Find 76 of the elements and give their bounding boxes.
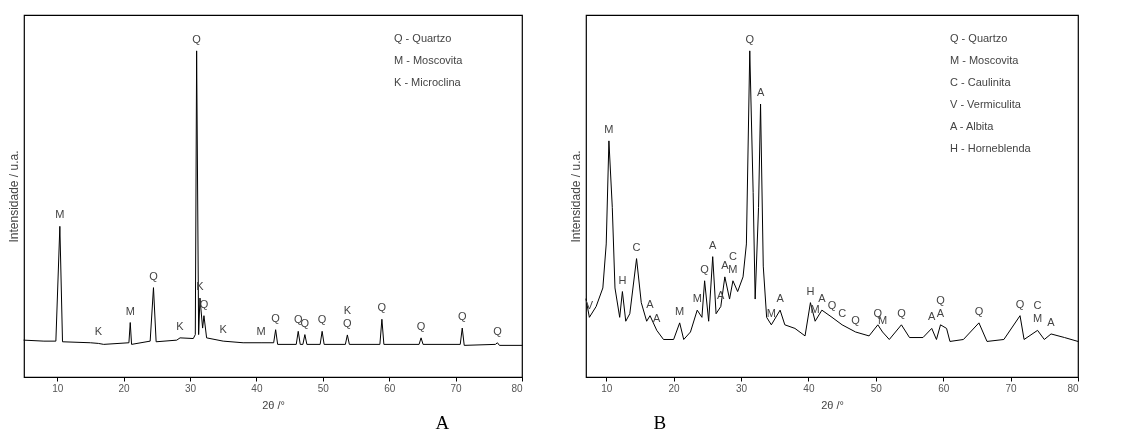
x-tick-label: 10 (52, 382, 64, 394)
annotation: K - Microclina (394, 76, 462, 88)
annotation: M (692, 292, 702, 305)
text: B (653, 412, 667, 433)
annotation: Q (416, 319, 426, 332)
x-axis-title: 2θ /° (821, 398, 844, 411)
annotation: M (1032, 312, 1043, 325)
annotation: Q (377, 301, 387, 314)
annotation: M (766, 306, 776, 319)
annotation: A (646, 297, 655, 310)
annotation: H (806, 284, 815, 297)
text: A (435, 412, 450, 433)
x-tick-label: 60 (938, 382, 950, 394)
x-tick-label: 10 (601, 382, 613, 394)
x-tick-label: 40 (251, 382, 263, 394)
annotation: A - Albita (950, 120, 995, 132)
annotation: A (709, 238, 718, 251)
x-tick-label: 60 (384, 382, 396, 394)
annotation: M (728, 262, 738, 275)
annotation: A (1047, 315, 1056, 328)
x-tick-label: 20 (668, 382, 681, 394)
x-tick-label: 70 (450, 382, 463, 394)
annotation: C (1033, 299, 1042, 312)
x-tick-label: 80 (1067, 382, 1079, 394)
x-tick-label: 30 (735, 382, 748, 394)
x-tick-label: 80 (511, 382, 523, 394)
annotation: K (219, 323, 228, 336)
annotation: A (818, 292, 827, 305)
annotation: M (256, 324, 266, 337)
x-tick-label: 50 (317, 382, 330, 394)
annotation: C (728, 249, 737, 262)
annotation: Q (149, 269, 159, 282)
annotation: Q (457, 310, 467, 323)
annotation: K (176, 319, 185, 332)
annotation: C (838, 306, 847, 319)
text: Q - Quartzo (394, 32, 452, 44)
annotation: C - Caulinita (950, 76, 1012, 88)
annotation: V - Vermiculita (950, 98, 1022, 110)
annotation: K (94, 325, 103, 338)
text: Q - Quartzo (950, 32, 1008, 44)
annotation: Q (936, 293, 946, 306)
annotation: M - Moscovita (394, 54, 464, 66)
annotation: Q (1015, 297, 1025, 310)
annotation: A (936, 306, 945, 319)
annotation: M (55, 208, 65, 221)
x-tick-label: 40 (803, 382, 815, 394)
annotation: H (618, 273, 627, 286)
x-tick-label: 30 (184, 382, 197, 394)
annotation: M (125, 304, 135, 317)
annotation: A (756, 86, 765, 99)
annotation: Q (974, 304, 984, 317)
annotation: M (604, 122, 614, 135)
x-tick-label: 70 (1005, 382, 1018, 394)
annotation: Q (271, 311, 281, 324)
annotation: A (653, 312, 662, 325)
annotation: Q (317, 313, 327, 326)
annotation: Q (827, 299, 837, 312)
annotation: H - Horneblenda (950, 142, 1032, 154)
annotation: A (776, 292, 785, 305)
x-axis-title: 2θ /° (262, 398, 285, 411)
annotation: Q (493, 324, 503, 337)
annotation: C (632, 240, 641, 253)
annotation: M (675, 304, 685, 317)
x-tick-label: 20 (118, 382, 131, 394)
annotation: Q (851, 313, 861, 326)
annotation: K (343, 303, 352, 316)
x-tick-label: 50 (870, 382, 883, 394)
annotation: M - Moscovita (950, 54, 1020, 66)
y-axis-title: Intensidade / u.a. (568, 150, 583, 243)
annotation: Q (745, 32, 755, 45)
annotation: A (928, 310, 937, 323)
annotation: Q (897, 306, 907, 319)
annotation: Q (343, 316, 353, 329)
annotation: Q (192, 32, 202, 45)
annotation: Q (700, 262, 710, 275)
y-axis-title: Intensidade / u.a. (6, 150, 21, 243)
